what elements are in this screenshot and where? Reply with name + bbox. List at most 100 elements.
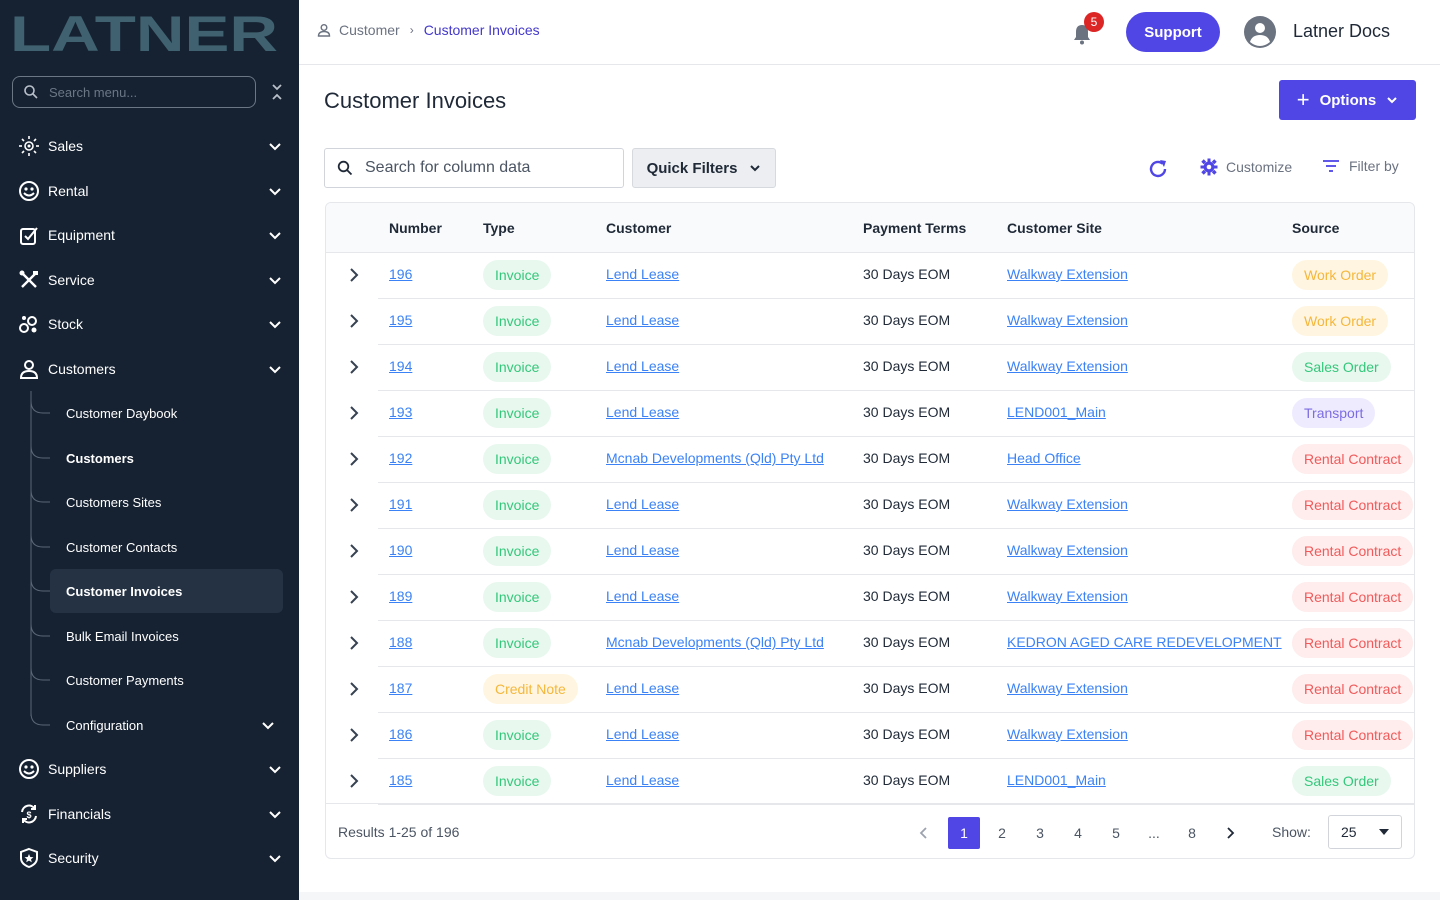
customer-site-link[interactable]: LEND001_Main [1007,404,1106,420]
chevron-right-icon[interactable] [346,267,362,283]
column-header-customer[interactable]: Customer [606,220,672,236]
submenu-configuration[interactable]: Configuration [50,703,283,747]
invoice-number-link[interactable]: 185 [389,772,413,788]
table-row[interactable]: 190 Invoice Lend Lease 30 Days EOM Walkway E… [326,529,1414,575]
customer-site-link[interactable]: Walkway Extension [1007,312,1128,328]
customer-link[interactable]: Mcnab Developments (Qld) Pty Ltd [606,450,824,466]
chevron-right-icon[interactable] [346,589,362,605]
breadcrumb-customer-invoices[interactable]: Customer Invoices [423,22,540,38]
menu-search-box[interactable] [12,76,256,108]
user-name[interactable]: Latner Docs [1293,21,1391,41]
latner-logo[interactable]: LATNER [10,6,280,62]
submenu-customer-invoices[interactable]: Customer Invoices [50,569,283,613]
customer-link[interactable]: Lend Lease [606,496,680,512]
customer-link[interactable]: Lend Lease [606,726,680,742]
sidebar-item-sales[interactable]: Sales [12,126,288,166]
column-search-input[interactable] [365,159,605,177]
customer-link[interactable]: Lend Lease [606,404,680,420]
customer-link[interactable]: Lend Lease [606,588,680,604]
sidebar-item-rental[interactable]: Rental [12,171,288,211]
customer-link[interactable]: Lend Lease [606,772,680,788]
invoice-number-link[interactable]: 189 [389,588,413,604]
sidebar-item-security[interactable]: Security [12,838,288,878]
chevron-right-icon[interactable] [346,497,362,513]
next-page-icon[interactable] [1224,826,1236,840]
chevron-right-icon[interactable] [346,635,362,651]
menu-search-input[interactable] [49,84,239,100]
chevron-right-icon[interactable] [346,359,362,375]
customer-link[interactable]: Lend Lease [606,312,680,328]
submenu-customers-sites[interactable]: Customers Sites [66,494,162,510]
avatar[interactable] [1244,16,1276,48]
customer-link[interactable]: Mcnab Developments (Qld) Pty Ltd [606,634,824,650]
invoice-number-link[interactable]: 187 [389,680,413,696]
invoice-number-link[interactable]: 192 [389,450,413,466]
table-row[interactable]: 186 Invoice Lend Lease 30 Days EOM Walkway E… [326,713,1414,759]
customer-site-link[interactable]: Head Office [1007,450,1081,466]
customer-site-link[interactable]: Walkway Extension [1007,680,1128,696]
refresh-icon[interactable] [1147,158,1169,180]
page-button[interactable]: 1 [948,817,980,849]
quick-filters-button[interactable]: Quick Filters [632,148,776,188]
sidebar-item-financials[interactable]: $ Financials [12,794,288,834]
customer-site-link[interactable]: Walkway Extension [1007,496,1128,512]
customer-site-link[interactable]: Walkway Extension [1007,542,1128,558]
page-button[interactable]: 5 [1112,825,1120,841]
submenu-bulk-email-invoices[interactable]: Bulk Email Invoices [66,628,179,644]
chevron-right-icon[interactable] [346,773,362,789]
chevron-right-icon[interactable] [346,681,362,697]
column-search-box[interactable] [324,148,624,188]
invoice-number-link[interactable]: 191 [389,496,413,512]
filter-by-button[interactable]: Filter by [1323,158,1399,174]
options-button[interactable]: + Options [1279,80,1416,120]
chevron-right-icon[interactable] [346,313,362,329]
table-row[interactable]: 196 Invoice Lend Lease 30 Days EOM Walkway E… [326,253,1414,299]
page-button[interactable]: 8 [1188,825,1196,841]
invoice-number-link[interactable]: 188 [389,634,413,650]
page-button[interactable]: 3 [1036,825,1044,841]
submenu-customer-payments[interactable]: Customer Payments [66,672,184,688]
submenu-customer-daybook[interactable]: Customer Daybook [66,405,178,421]
submenu-customer-contacts[interactable]: Customer Contacts [66,539,178,555]
table-row[interactable]: 187 Credit Note Lend Lease 30 Days EOM Walkw… [326,667,1414,713]
chevron-right-icon[interactable] [346,405,362,421]
page-button[interactable]: 2 [998,825,1006,841]
chevron-right-icon[interactable] [346,451,362,467]
customer-site-link[interactable]: Walkway Extension [1007,358,1128,374]
sidebar-item-service[interactable]: Service [12,260,288,300]
sidebar-item-customers[interactable]: Customers [12,349,288,389]
customer-link[interactable]: Lend Lease [606,680,680,696]
table-row[interactable]: 193 Invoice Lend Lease 30 Days EOM LEND001_M… [326,391,1414,437]
table-row[interactable]: 191 Invoice Lend Lease 30 Days EOM Walkway E… [326,483,1414,529]
table-row[interactable]: 195 Invoice Lend Lease 30 Days EOM Walkway E… [326,299,1414,345]
column-header-source[interactable]: Source [1292,220,1340,236]
submenu-customers[interactable]: Customers [66,450,134,466]
table-row[interactable]: 192 Invoice Mcnab Developments (Qld) Pty L… [326,437,1414,483]
customer-site-link[interactable]: LEND001_Main [1007,772,1106,788]
chevron-right-icon[interactable] [346,543,362,559]
support-button[interactable]: Support [1126,12,1220,52]
column-header-type[interactable]: Type [483,220,515,236]
table-row[interactable]: 189 Invoice Lend Lease 30 Days EOM Walkway E… [326,575,1414,621]
customer-link[interactable]: Lend Lease [606,358,680,374]
sidebar-item-equipment[interactable]: Equipment [12,215,288,255]
invoice-number-link[interactable]: 193 [389,404,413,420]
prev-page-icon[interactable] [918,826,930,840]
invoice-number-link[interactable]: 195 [389,312,413,328]
table-row[interactable]: 188 Invoice Mcnab Developments (Qld) Pty L… [326,621,1414,667]
customize-button[interactable]: Customize [1200,158,1292,176]
customer-site-link[interactable]: Walkway Extension [1007,726,1128,742]
column-header-customer-site[interactable]: Customer Site [1007,220,1102,236]
page-size-select[interactable]: 25 [1328,815,1402,849]
collapse-sidebar-button[interactable] [266,80,288,104]
column-header-payment-terms[interactable]: Payment Terms [863,220,967,236]
table-row[interactable]: 194 Invoice Lend Lease 30 Days EOM Walkway E… [326,345,1414,391]
column-header-number[interactable]: Number [389,220,442,236]
sidebar-item-suppliers[interactable]: Suppliers [12,749,288,789]
sidebar-item-stock[interactable]: Stock [12,304,288,344]
chevron-right-icon[interactable] [346,727,362,743]
customer-site-link[interactable]: KEDRON AGED CARE REDEVELOPMENT [1007,634,1282,650]
invoice-number-link[interactable]: 190 [389,542,413,558]
breadcrumb-customer[interactable]: Customer [339,22,400,38]
customer-site-link[interactable]: Walkway Extension [1007,266,1128,282]
